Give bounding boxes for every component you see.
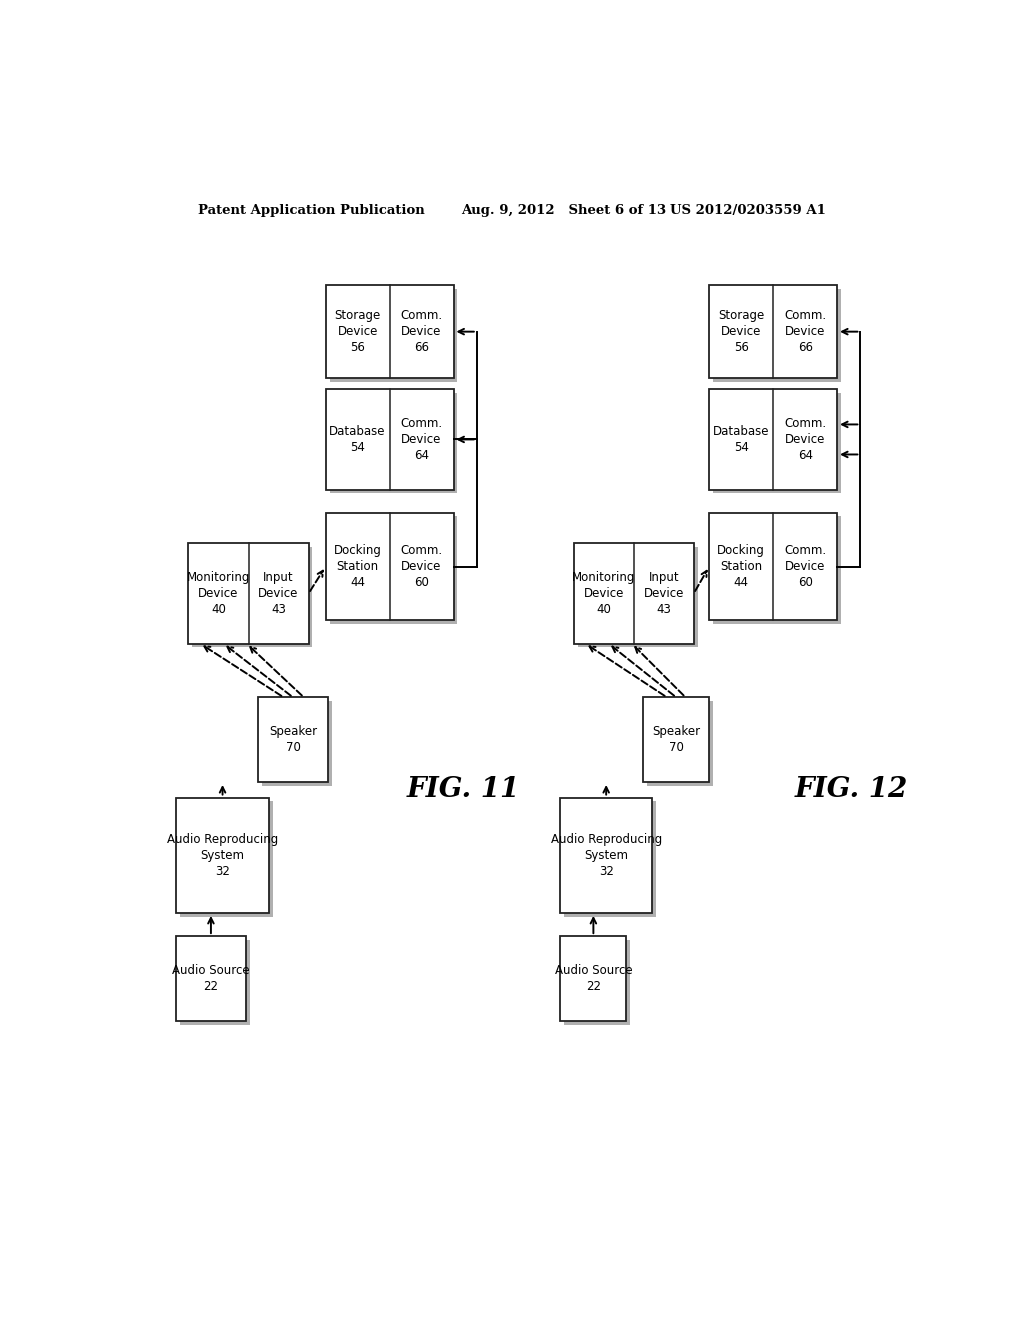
Text: Audio Source
22: Audio Source 22 xyxy=(555,964,632,993)
Bar xyxy=(258,697,328,781)
Text: Monitoring
Device
40: Monitoring Device 40 xyxy=(186,572,250,616)
Bar xyxy=(564,801,655,917)
Bar xyxy=(188,544,308,644)
Text: Input
Device
43: Input Device 43 xyxy=(643,572,684,616)
Bar xyxy=(193,548,312,647)
Bar xyxy=(560,936,627,1020)
Bar xyxy=(180,801,273,917)
Text: Audio Reproducing
System
32: Audio Reproducing System 32 xyxy=(551,833,662,878)
Bar xyxy=(176,797,269,913)
Text: Comm.
Device
60: Comm. Device 60 xyxy=(400,544,442,589)
Text: Storage
Device
56: Storage Device 56 xyxy=(718,309,764,354)
Text: Audio Source
22: Audio Source 22 xyxy=(172,964,250,993)
Bar xyxy=(713,289,841,381)
Text: FIG. 11: FIG. 11 xyxy=(407,776,520,804)
Text: Patent Application Publication: Patent Application Publication xyxy=(198,205,425,218)
Text: Comm.
Device
60: Comm. Device 60 xyxy=(784,544,826,589)
Bar xyxy=(710,389,838,490)
Text: FIG. 12: FIG. 12 xyxy=(795,776,907,804)
Bar xyxy=(326,512,454,620)
Bar xyxy=(560,797,652,913)
Bar xyxy=(326,285,454,378)
Bar xyxy=(330,516,458,624)
Bar xyxy=(710,285,838,378)
Bar xyxy=(578,548,697,647)
Text: Aug. 9, 2012   Sheet 6 of 13: Aug. 9, 2012 Sheet 6 of 13 xyxy=(461,205,667,218)
Text: Docking
Station
44: Docking Station 44 xyxy=(334,544,382,589)
Bar xyxy=(647,701,713,785)
Bar xyxy=(564,940,630,1024)
Text: Monitoring
Device
40: Monitoring Device 40 xyxy=(572,572,635,616)
Bar xyxy=(176,936,246,1020)
Bar xyxy=(643,697,710,781)
Bar xyxy=(710,512,838,620)
Text: Speaker
70: Speaker 70 xyxy=(269,725,317,754)
Text: Database
54: Database 54 xyxy=(330,425,386,454)
Text: Input
Device
43: Input Device 43 xyxy=(258,572,299,616)
Text: Comm.
Device
66: Comm. Device 66 xyxy=(784,309,826,354)
Text: Storage
Device
56: Storage Device 56 xyxy=(335,309,381,354)
Bar xyxy=(573,544,693,644)
Bar xyxy=(180,940,250,1024)
Bar xyxy=(326,389,454,490)
Bar xyxy=(713,393,841,494)
Text: US 2012/0203559 A1: US 2012/0203559 A1 xyxy=(671,205,826,218)
Text: Speaker
70: Speaker 70 xyxy=(652,725,700,754)
Text: Database
54: Database 54 xyxy=(713,425,769,454)
Bar xyxy=(330,289,458,381)
Text: Comm.
Device
64: Comm. Device 64 xyxy=(400,417,442,462)
Text: Comm.
Device
66: Comm. Device 66 xyxy=(400,309,442,354)
Bar xyxy=(262,701,332,785)
Bar xyxy=(330,393,458,494)
Text: Comm.
Device
64: Comm. Device 64 xyxy=(784,417,826,462)
Bar xyxy=(713,516,841,624)
Text: Docking
Station
44: Docking Station 44 xyxy=(717,544,765,589)
Text: Audio Reproducing
System
32: Audio Reproducing System 32 xyxy=(167,833,279,878)
